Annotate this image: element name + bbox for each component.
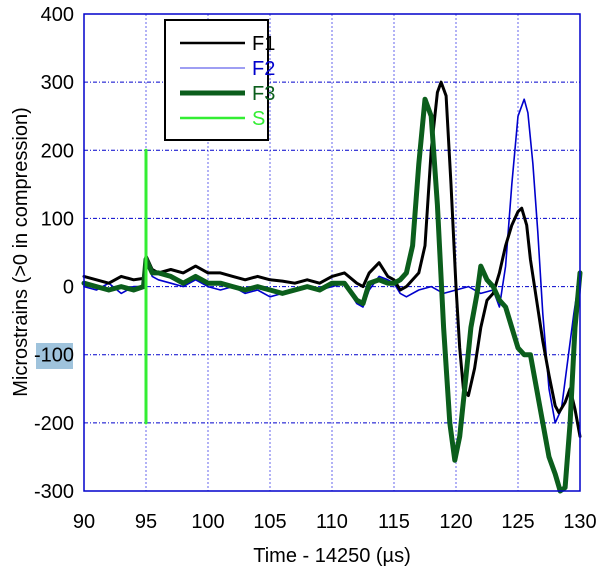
x-tick-label: 95 bbox=[135, 511, 157, 533]
x-tick-label: 120 bbox=[439, 511, 472, 533]
x-axis-title: Time - 14250 (µs) bbox=[253, 545, 411, 567]
y-tick-label: -200 bbox=[34, 413, 74, 435]
legend-label-f1: F1 bbox=[252, 33, 275, 55]
x-tick-label: 105 bbox=[253, 511, 286, 533]
y-tick-label: -300 bbox=[34, 481, 74, 503]
data-series bbox=[81, 80, 583, 494]
x-tick-label: 100 bbox=[191, 511, 224, 533]
y-axis-title: Microstrains (>0 in compression) bbox=[10, 107, 32, 397]
x-tick-label: 90 bbox=[73, 511, 95, 533]
series-f3 bbox=[81, 96, 583, 494]
y-tick-label: 300 bbox=[41, 72, 74, 94]
x-tick-label: 115 bbox=[378, 511, 410, 533]
legend-label-f2: F2 bbox=[252, 58, 275, 80]
y-axis-ticks: 400 300 200 100 0 -100 -200 -300 bbox=[34, 4, 74, 503]
legend-label-f3: F3 bbox=[252, 83, 275, 105]
y-tick-label: 100 bbox=[41, 208, 74, 230]
plot-frame bbox=[83, 13, 581, 492]
series-f1 bbox=[82, 80, 582, 438]
x-axis-ticks: 90 95 100 105 110 115 120 125 130 bbox=[73, 511, 597, 533]
y-tick-label: 400 bbox=[41, 4, 74, 26]
legend-box bbox=[164, 19, 269, 141]
highlighted-tick-label-bg bbox=[36, 343, 73, 369]
legend: F1 F2 F3 S bbox=[164, 19, 275, 141]
x-tick-label: 110 bbox=[316, 511, 348, 533]
y-tick-label: 200 bbox=[41, 140, 74, 162]
x-tick-label: 130 bbox=[563, 511, 596, 533]
grid-lines bbox=[84, 14, 580, 491]
y-tick-label: -100 bbox=[34, 345, 74, 367]
x-tick-label: 125 bbox=[501, 511, 534, 533]
legend-label-s: S bbox=[252, 108, 265, 130]
y-tick-label: 0 bbox=[63, 277, 74, 299]
